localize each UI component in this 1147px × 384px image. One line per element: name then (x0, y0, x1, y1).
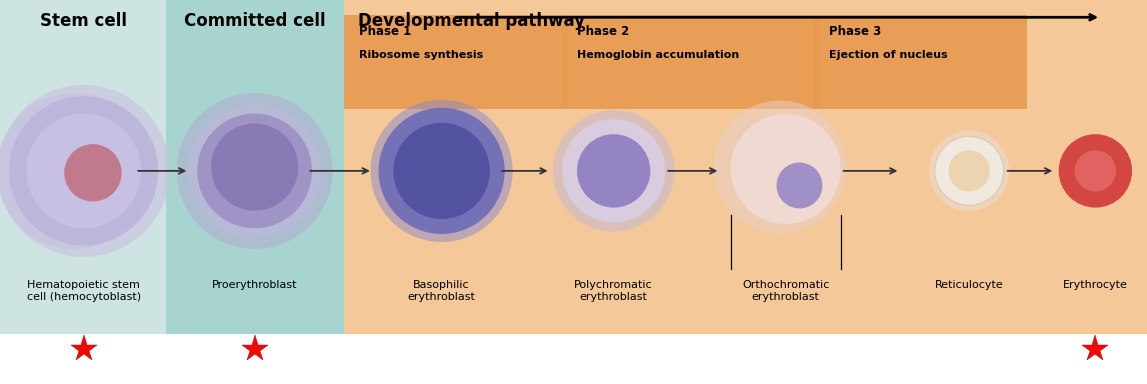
Ellipse shape (188, 104, 321, 237)
Text: Phase 1: Phase 1 (359, 25, 412, 38)
Ellipse shape (577, 134, 650, 208)
Text: Orthochromatic
erythroblast: Orthochromatic erythroblast (742, 280, 829, 302)
Bar (0, 0, 166, 334)
Ellipse shape (26, 114, 141, 228)
Ellipse shape (929, 131, 1009, 211)
Text: Phase 3: Phase 3 (829, 25, 882, 38)
Ellipse shape (197, 114, 312, 228)
Text: Stem cell: Stem cell (40, 12, 127, 30)
FancyBboxPatch shape (562, 15, 820, 109)
Text: Ribosome synthesis: Ribosome synthesis (359, 50, 483, 60)
Ellipse shape (393, 123, 490, 219)
Ellipse shape (777, 162, 822, 209)
Bar (0, 334, 1147, 384)
Ellipse shape (731, 114, 841, 224)
Ellipse shape (1059, 134, 1132, 208)
Ellipse shape (562, 119, 665, 222)
Text: Erythrocyte: Erythrocyte (1063, 280, 1128, 290)
Ellipse shape (949, 150, 990, 192)
Text: Proerythroblast: Proerythroblast (212, 280, 297, 290)
Text: Committed cell: Committed cell (184, 12, 326, 30)
Ellipse shape (0, 93, 153, 249)
Ellipse shape (9, 96, 158, 245)
Text: Basophilic
erythroblast: Basophilic erythroblast (407, 280, 476, 302)
Ellipse shape (211, 123, 298, 211)
FancyBboxPatch shape (344, 15, 568, 109)
FancyBboxPatch shape (814, 15, 1027, 109)
Ellipse shape (935, 136, 1004, 205)
Text: Ejection of nucleus: Ejection of nucleus (829, 50, 947, 60)
Ellipse shape (713, 101, 846, 233)
Bar (344, 0, 1147, 334)
Ellipse shape (177, 93, 333, 249)
Text: Phase 2: Phase 2 (577, 25, 630, 38)
Text: Reticulocyte: Reticulocyte (935, 280, 1004, 290)
Ellipse shape (64, 144, 122, 202)
Text: Polychromatic
erythroblast: Polychromatic erythroblast (575, 280, 653, 302)
Ellipse shape (379, 108, 505, 234)
Ellipse shape (0, 85, 170, 257)
Bar (166, 0, 344, 334)
Ellipse shape (370, 100, 513, 242)
Ellipse shape (1075, 150, 1116, 192)
Ellipse shape (553, 110, 674, 232)
Text: Developmental pathway: Developmental pathway (358, 12, 585, 30)
Text: Hematopoietic stem
cell (hemocytoblast): Hematopoietic stem cell (hemocytoblast) (26, 280, 141, 302)
Text: Hemoglobin accumulation: Hemoglobin accumulation (577, 50, 739, 60)
